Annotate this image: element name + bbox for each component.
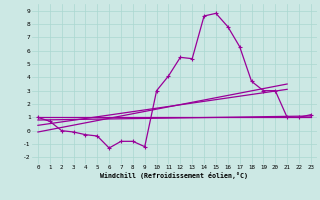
X-axis label: Windchill (Refroidissement éolien,°C): Windchill (Refroidissement éolien,°C) — [100, 172, 248, 179]
